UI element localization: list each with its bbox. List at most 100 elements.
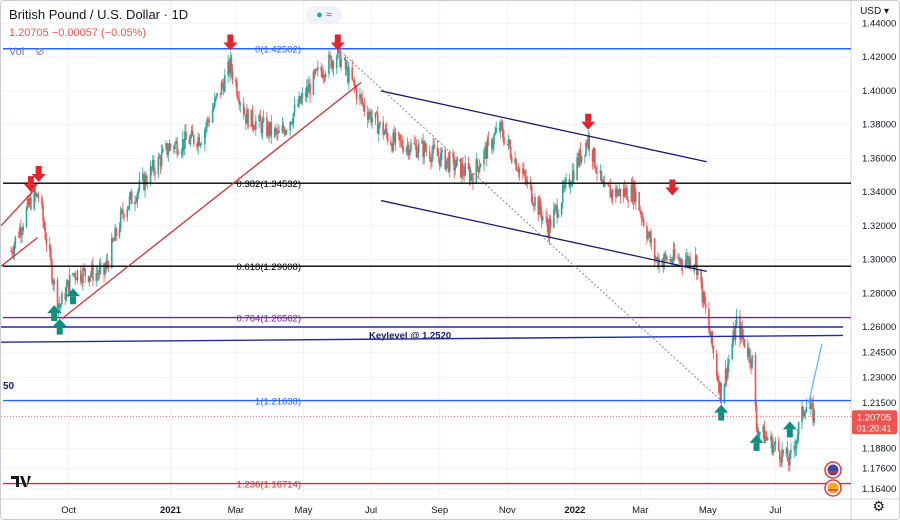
candle xyxy=(91,260,93,278)
y-tick-label: 1.26000 xyxy=(862,322,896,333)
candle-body xyxy=(185,131,187,140)
candle-body xyxy=(215,96,217,99)
candle-body xyxy=(432,144,434,154)
candle xyxy=(802,405,804,420)
candle xyxy=(68,267,71,294)
indicator-toggle-button[interactable]: ● ≈ xyxy=(306,6,342,24)
candle-body xyxy=(366,112,369,120)
candle xyxy=(734,319,737,346)
candle xyxy=(579,142,582,167)
candle xyxy=(362,101,365,112)
candle-body xyxy=(114,228,116,241)
candle-body xyxy=(485,146,488,159)
candle xyxy=(711,330,714,349)
candle-body xyxy=(363,104,366,113)
candle-body xyxy=(192,135,195,145)
candle xyxy=(448,150,451,178)
candle xyxy=(138,171,141,193)
candle-body xyxy=(785,448,788,454)
candle xyxy=(755,399,758,433)
candle-body xyxy=(99,263,102,268)
arrow-head xyxy=(714,404,729,413)
candle xyxy=(770,430,772,449)
candle xyxy=(599,164,602,182)
candle xyxy=(780,456,782,467)
candle-body xyxy=(345,66,348,70)
candle-body xyxy=(239,103,242,105)
candle-body xyxy=(252,125,255,129)
candle-body xyxy=(787,461,790,466)
candle xyxy=(376,106,379,135)
candle-body xyxy=(228,61,231,74)
candle xyxy=(431,146,433,167)
volume-label: Vol ⊘ xyxy=(9,45,45,58)
candle xyxy=(409,149,411,160)
candle-body xyxy=(45,239,48,245)
candle xyxy=(509,139,512,160)
candle xyxy=(789,450,791,472)
candle-body xyxy=(464,163,467,176)
candle-body xyxy=(794,445,797,449)
candle xyxy=(492,136,494,155)
candle-body xyxy=(104,268,106,275)
candle-body xyxy=(42,205,44,222)
candle-body xyxy=(66,280,69,287)
symbol-title[interactable]: British Pound / U.S. Dollar · 1D xyxy=(9,7,189,22)
gear-icon[interactable]: ⚙ xyxy=(872,498,885,514)
candle-body xyxy=(191,130,194,136)
arrow-head xyxy=(31,173,46,182)
tradingview-logo-icon[interactable] xyxy=(10,474,32,491)
candle xyxy=(191,124,194,136)
candle-body xyxy=(600,170,603,181)
candle xyxy=(773,441,776,452)
candle xyxy=(479,162,482,168)
candle xyxy=(399,134,401,148)
candle xyxy=(183,138,185,156)
candle xyxy=(785,446,788,458)
arrow-down-icon xyxy=(581,113,596,130)
candle-body xyxy=(120,209,123,212)
candle-body xyxy=(359,94,361,100)
candle xyxy=(433,138,435,151)
candle-body xyxy=(742,336,745,339)
eye-off-icon[interactable]: ⊘ xyxy=(35,46,45,58)
candle xyxy=(557,209,560,219)
candle-body xyxy=(526,180,529,183)
candle-body xyxy=(459,158,462,178)
candle xyxy=(656,256,658,263)
candle-body xyxy=(181,138,184,152)
candle-body xyxy=(362,103,365,105)
candle-body xyxy=(702,292,705,303)
candle-body xyxy=(765,436,768,439)
candle-body xyxy=(428,151,431,160)
candle xyxy=(228,59,231,78)
candle-body xyxy=(150,166,153,170)
candle xyxy=(476,158,479,172)
candle-body xyxy=(371,117,373,123)
candle-body xyxy=(477,166,480,172)
candle-body xyxy=(602,181,605,187)
fib-level-label: 0(1.42502) xyxy=(255,45,301,56)
candle xyxy=(702,290,705,308)
candle-body xyxy=(173,146,175,150)
arrow-head xyxy=(66,288,81,297)
y-tick-label: 1.17600 xyxy=(862,464,896,475)
candle xyxy=(37,191,40,203)
candle-body xyxy=(278,130,280,133)
candle-body xyxy=(475,159,478,184)
candle xyxy=(455,159,458,168)
candle xyxy=(197,132,200,155)
candle xyxy=(308,75,310,93)
currency-selector[interactable]: USD ▾ xyxy=(860,6,889,17)
candle xyxy=(523,162,525,176)
candle xyxy=(786,440,789,462)
candle xyxy=(184,124,186,156)
candle-body xyxy=(492,144,494,149)
candle xyxy=(29,194,31,209)
candle-body xyxy=(351,67,354,80)
candle-body xyxy=(259,115,262,122)
candle-body xyxy=(91,264,93,275)
candle-body xyxy=(685,255,688,261)
